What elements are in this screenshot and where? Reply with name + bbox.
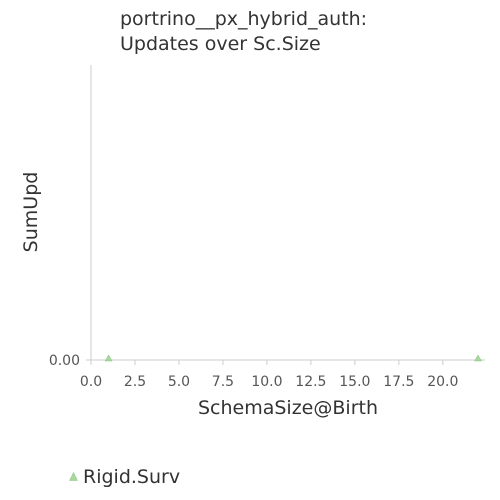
data-point: [104, 354, 113, 362]
x-tick-label: 12.5: [295, 374, 326, 390]
x-tick-label: 0.0: [80, 374, 102, 390]
legend: Rigid.Surv: [69, 466, 180, 488]
data-point: [474, 354, 482, 362]
x-tick-label: 17.5: [383, 374, 414, 390]
x-tick-label: 2.5: [124, 374, 146, 390]
x-axis-label: SchemaSize@Birth: [198, 397, 378, 419]
legend-marker-triangle-icon: [69, 471, 78, 481]
data-points: [104, 354, 482, 362]
x-tick-label: 20.0: [427, 374, 458, 390]
x-axis-ticks: 0.0 2.5 5.0 7.5 10.0 12.5 15.0 17.5 20.0: [80, 360, 458, 390]
chart-title-line-1: portrino__px_hybrid_auth:: [120, 8, 367, 30]
x-tick-label: 15.0: [339, 374, 370, 390]
y-axis-ticks: 0.00: [49, 353, 91, 369]
x-tick-label: 5.0: [168, 374, 190, 390]
y-tick-label: 0.00: [49, 353, 80, 369]
x-tick-label: 10.0: [251, 374, 282, 390]
x-tick-label: 7.5: [212, 374, 234, 390]
chart-title-line-2: Updates over Sc.Size: [120, 33, 321, 55]
chart-title: portrino__px_hybrid_auth: Updates over S…: [120, 8, 367, 55]
y-axis-label: SumUpd: [20, 172, 42, 253]
legend-label-rigid-surv: Rigid.Surv: [83, 466, 180, 488]
